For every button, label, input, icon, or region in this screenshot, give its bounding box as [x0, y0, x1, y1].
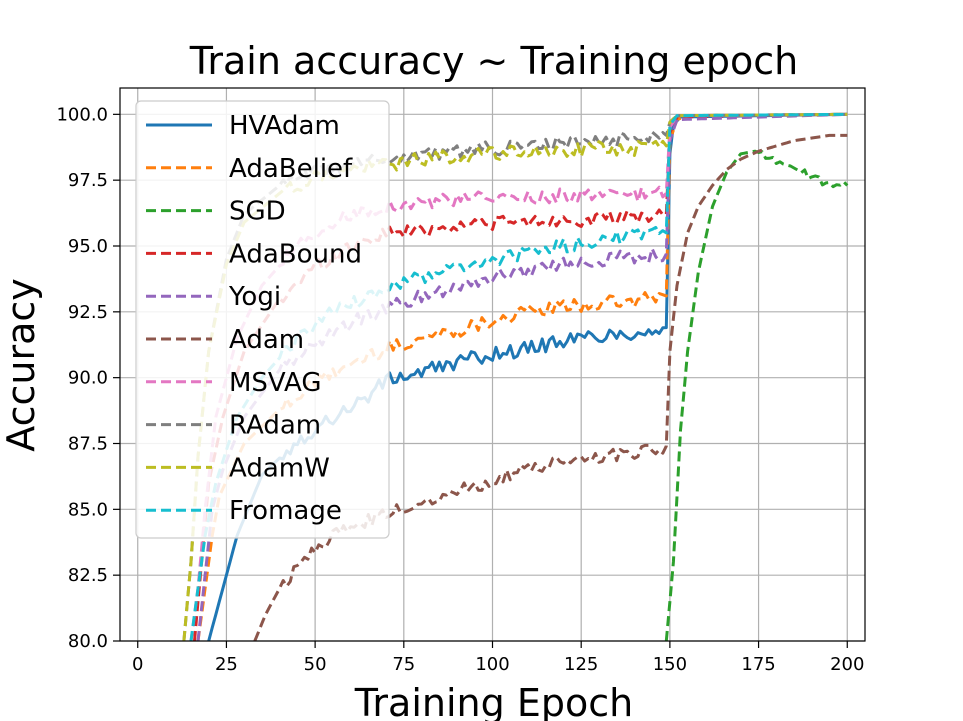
legend-label: Yogi [228, 282, 281, 312]
y-tick-label: 87.5 [68, 434, 108, 455]
y-tick-label: 97.5 [68, 170, 108, 191]
y-tick-label: 80.0 [68, 631, 108, 652]
y-tick-label: 95.0 [68, 236, 108, 257]
legend-label: Adam [229, 325, 304, 355]
x-tick-label: 25 [215, 654, 238, 675]
y-tick-label: 85.0 [68, 499, 108, 520]
y-tick-label: 90.0 [68, 368, 108, 389]
y-tick-label: 100.0 [56, 104, 108, 125]
x-tick-label: 200 [830, 654, 864, 675]
y-tick-label: 82.5 [68, 565, 108, 586]
x-tick-label: 100 [475, 654, 509, 675]
x-tick-label: 175 [741, 654, 775, 675]
x-tick-label: 125 [564, 654, 598, 675]
chart-title: Train accuracy ~ Training epoch [189, 39, 798, 83]
x-tick-label: 75 [392, 654, 415, 675]
y-axis-label: Accuracy [0, 278, 43, 452]
legend-label: AdaBound [229, 239, 362, 269]
legend-label: SGD [229, 197, 286, 227]
axis-ticks: 0 25 50 75 100 125 150 175 200 80.0 82.5 85.0 87.5 90… [56, 104, 864, 675]
x-tick-label: 50 [304, 654, 327, 675]
x-tick-label: 150 [653, 654, 687, 675]
legend: HVAdam AdaBelief SGD AdaBound Yogi Adam MSVAG R… [135, 100, 390, 539]
legend-label: MSVAG [229, 368, 322, 398]
x-tick-label: 0 [132, 654, 143, 675]
legend-label: Fromage [229, 496, 342, 526]
legend-label: HVAdam [229, 111, 340, 141]
legend-label: RAdam [229, 411, 321, 441]
y-tick-label: 92.5 [68, 302, 108, 323]
series-line-sgd [664, 149, 849, 641]
series-line-yogi [196, 112, 848, 641]
x-axis-label: Training Epoch [354, 681, 633, 721]
legend-label: AdamW [229, 453, 330, 483]
legend-label: AdaBelief [229, 154, 353, 184]
